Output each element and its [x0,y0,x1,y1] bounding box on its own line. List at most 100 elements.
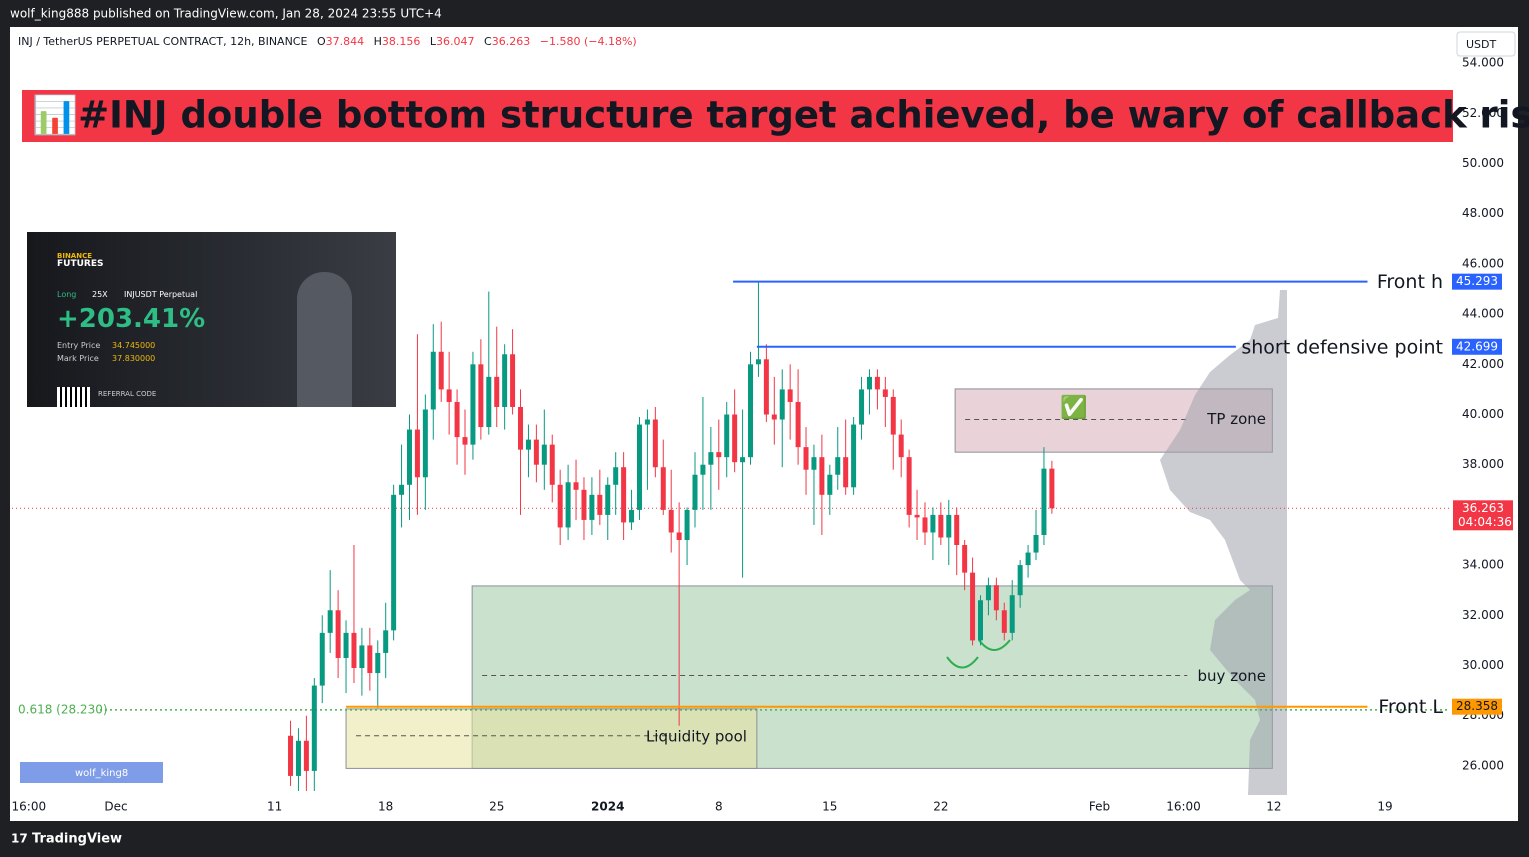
candle-body [613,467,619,485]
referral: REFERRAL CODE [98,390,157,398]
candle-body [851,424,857,488]
candle-body [422,409,428,478]
pnl-card: BINANCE FUTURES Long 25X INJUSDT Perpetu… [27,232,396,407]
candle-body [589,494,595,520]
double-bottom-arcs [946,639,1011,669]
candle-body [414,429,420,478]
x-tick-label: 11 [267,800,282,814]
candle-body [636,424,642,510]
currency: USDT [1466,38,1497,51]
author: wolf_king8 [75,768,128,779]
candle-body [938,514,944,538]
price-tag-label: 45.293 [1456,274,1498,288]
candle-body [684,509,690,541]
candle-body [351,632,357,669]
candle-body [399,484,405,495]
exchange: BINANCE [57,252,92,260]
candle-body [454,401,460,438]
candle-body [866,376,872,390]
x-tick-label: 25 [489,800,504,814]
candle-body [946,514,952,538]
currency-button[interactable] [1456,31,1516,57]
check-mark: ✅ [1060,395,1087,421]
side: Long [57,290,77,299]
chart-title: 📊#INJ double bottom structure target ach… [32,94,1529,137]
candle-body [470,364,476,445]
entry: 34.745000 [112,341,156,350]
candle-body [391,494,397,631]
candle-body [1017,565,1023,596]
y-tick-label: 38.000 [1462,457,1504,471]
symbol: INJ / TetherUS PERPETUAL CONTRACT, 12h, … [18,35,307,48]
logo: 17 [11,832,28,846]
candle-body [874,376,880,390]
candle-body [518,406,524,450]
candle-body [335,610,341,658]
candle-body [1033,534,1039,553]
candle-body [375,652,381,674]
candle-body [771,414,777,420]
candle-body [748,364,754,458]
y-tick-label: 44.000 [1462,307,1504,321]
candle-body [367,645,373,674]
price-tag-label: 28.358 [1456,699,1498,713]
candle-body [533,439,539,465]
candle-body [930,514,936,533]
candle-body [525,439,531,450]
candle-body [724,414,730,458]
y-tick-label: 52.000 [1462,106,1504,120]
x-tick-label: 18 [378,800,393,814]
candle-body [557,484,563,528]
price-tag-label: 42.699 [1456,339,1498,353]
candle-body [295,740,301,776]
candle-body [763,359,769,415]
countdown: 04:04:36 [1458,515,1512,529]
candle-body [732,414,738,463]
candle-body [430,351,436,410]
mark: 37.830000 [112,354,156,363]
level-label: Front L [1378,696,1443,718]
title-banner [22,90,1453,142]
candle-body [668,509,674,533]
candle-body [835,457,841,475]
x-tick-label: Dec [104,800,127,814]
candle-body [660,467,666,510]
candle-body [462,437,468,445]
candle-body [581,489,587,520]
candle-body [1049,468,1055,509]
contract: INJUSDT Perpetual [124,290,198,299]
x-tick-label: 8 [715,800,723,814]
qr-code [57,387,90,407]
candle-body [652,419,658,468]
candle-body [541,444,547,465]
candle-body [993,585,999,611]
zone-label: TP zone [1206,410,1266,428]
candle-body [970,572,976,641]
candle-body [1001,610,1007,633]
candle-body [803,447,809,470]
candle-body [510,354,516,407]
entry-label: Entry Price [57,341,101,350]
candle-body [311,685,317,771]
open: 37.844 [326,35,365,48]
candle-body [565,482,571,528]
candle-body [700,464,706,475]
y-tick-label: 30.000 [1462,658,1504,672]
x-tick-label: 12 [1266,800,1281,814]
candle-body [779,389,785,420]
candle-body [716,452,722,458]
x-tick-label: 19 [1377,800,1392,814]
candle-body [343,632,349,658]
volume-profile [1160,290,1287,795]
candle-body [486,376,492,428]
candle-body [740,457,746,463]
candle-body [811,457,817,470]
candle-body [962,545,968,573]
candle-body [819,457,825,495]
price-tag [1452,273,1502,290]
candle-body [859,389,865,425]
author-badge [20,762,163,783]
candle-body [383,630,389,653]
